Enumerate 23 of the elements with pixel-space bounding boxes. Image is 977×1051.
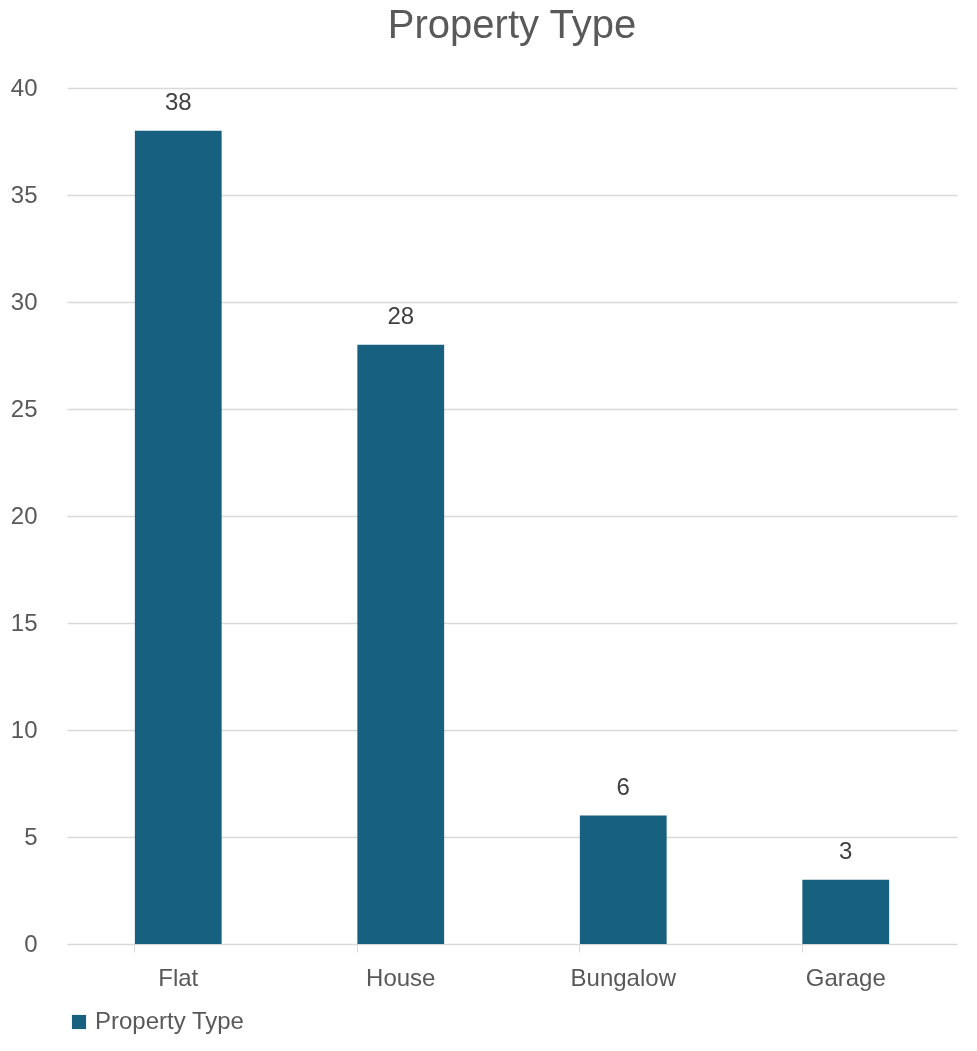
data-label: 6	[616, 772, 630, 800]
chart-title: Property Type	[387, 2, 637, 46]
y-tick-label: 0	[24, 929, 38, 957]
bar	[357, 344, 445, 944]
bar	[802, 879, 890, 944]
y-tick-label: 35	[10, 180, 38, 208]
y-tick-label: 15	[10, 608, 38, 636]
legend-label: Property Type	[95, 1007, 244, 1034]
y-tick-label: 5	[24, 822, 38, 850]
data-label: 3	[839, 836, 853, 864]
x-tick-label: Flat	[158, 963, 199, 991]
y-tick-label: 25	[10, 394, 38, 422]
x-tick-label: Bungalow	[570, 963, 677, 991]
x-tick-label: House	[366, 963, 436, 991]
y-tick-label: 20	[10, 501, 38, 529]
y-tick-label: 30	[10, 287, 38, 315]
data-label: 38	[164, 87, 192, 115]
data-label: 28	[387, 301, 415, 329]
y-tick-label: 10	[10, 715, 38, 743]
y-tick-label: 40	[10, 73, 38, 101]
x-tick-label: Garage	[805, 963, 886, 991]
bar	[579, 815, 667, 944]
bar	[134, 130, 222, 944]
